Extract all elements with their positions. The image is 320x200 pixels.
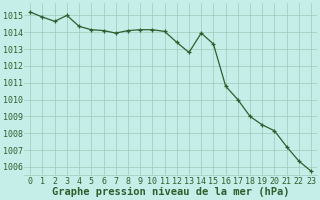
X-axis label: Graphe pression niveau de la mer (hPa): Graphe pression niveau de la mer (hPa) [52,187,290,197]
